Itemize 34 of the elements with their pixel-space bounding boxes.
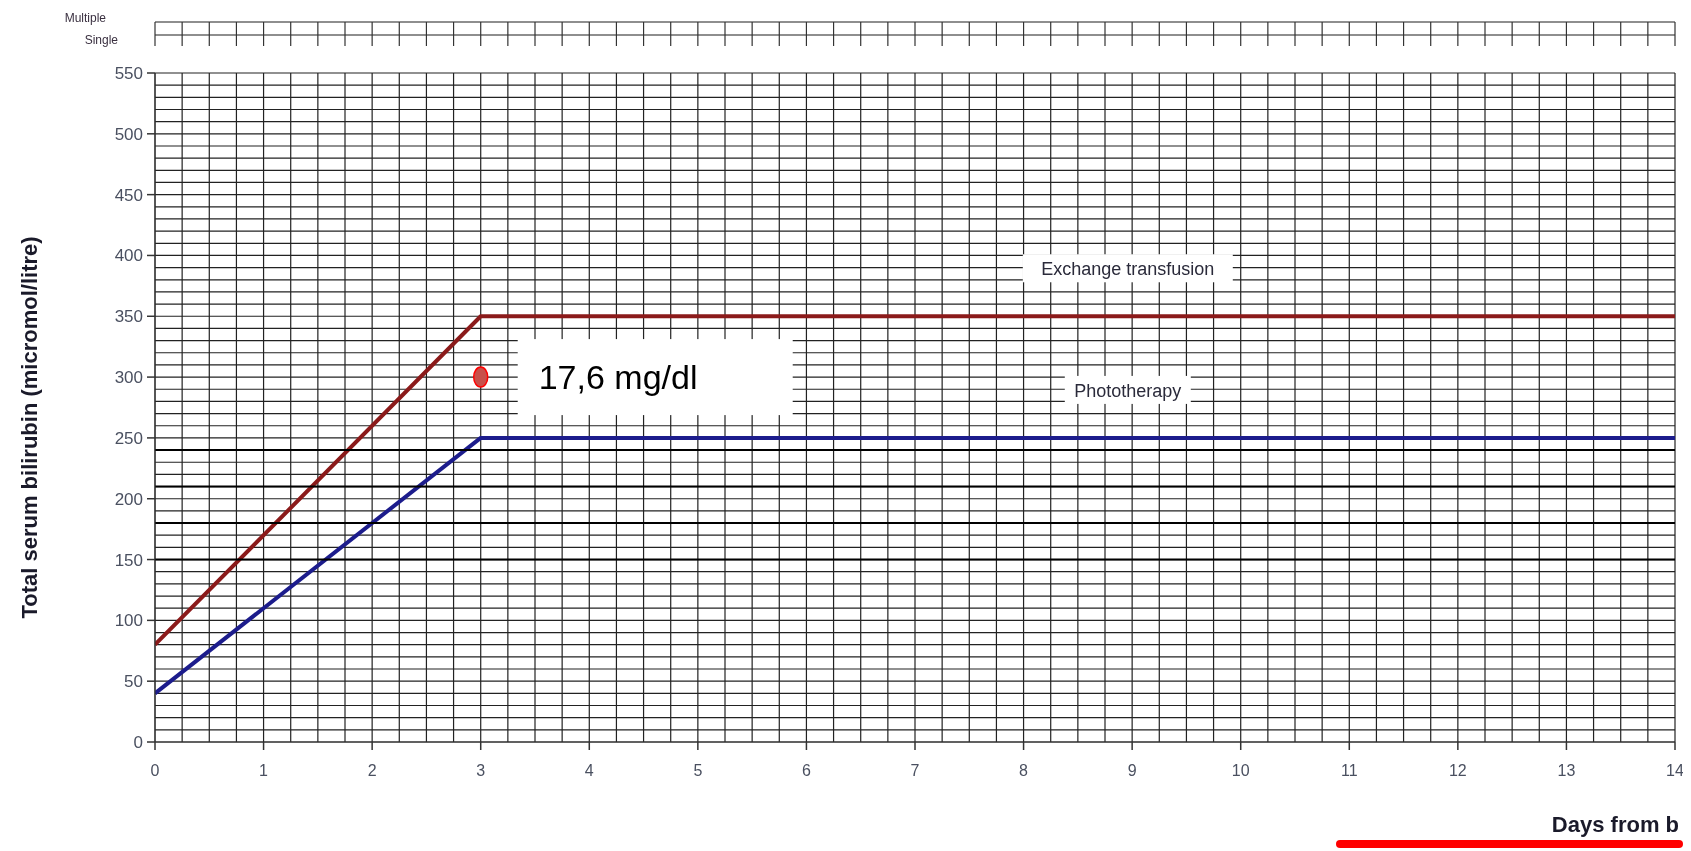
y-tick-label: 500 [114, 124, 143, 144]
x-tick-label: 8 [1019, 762, 1029, 779]
y-tick-label: 200 [114, 489, 143, 509]
x-tick-label: 9 [1127, 762, 1137, 779]
x-tick-label: 0 [150, 762, 160, 779]
y-tick-label: 0 [133, 733, 143, 752]
y-tick-label: 550 [114, 64, 143, 83]
y-tick-label: 250 [114, 428, 143, 448]
x-tick-label: 7 [910, 762, 920, 779]
y-axis-title: Total serum bilirubin (micromol/litre) [17, 236, 42, 619]
x-tick-label: 14 [1666, 762, 1684, 779]
y-tick-label: 50 [124, 672, 143, 692]
x-tick-label: 5 [693, 762, 703, 779]
y-tick-label: 400 [114, 246, 143, 266]
y-tick-label: 350 [114, 307, 143, 327]
x-tick-label: 10 [1231, 762, 1250, 779]
x-tick-label: 3 [476, 762, 486, 779]
text: Phototherapy [1074, 380, 1182, 401]
x-tick-label: 6 [801, 762, 811, 779]
text: Exchange transfusion [1041, 259, 1215, 280]
text: Single [84, 33, 119, 47]
y-tick-label: 450 [114, 185, 143, 205]
x-tick-label: 1 [259, 762, 269, 779]
annotation: 17,6 mg/dl [538, 358, 698, 397]
x-tick-label: 13 [1557, 762, 1576, 779]
y-tick-label: 100 [114, 611, 143, 631]
y-tick-label: 300 [114, 368, 143, 388]
x-axis-title: Days from b [1551, 812, 1679, 837]
x-tick-label: 4 [584, 762, 594, 779]
y-tick-label: 150 [114, 550, 143, 570]
x-tick-label: 11 [1340, 762, 1358, 779]
text: Multiple [64, 11, 107, 25]
x-tick-label: 2 [367, 762, 377, 779]
x-tick-label: 12 [1448, 762, 1467, 779]
